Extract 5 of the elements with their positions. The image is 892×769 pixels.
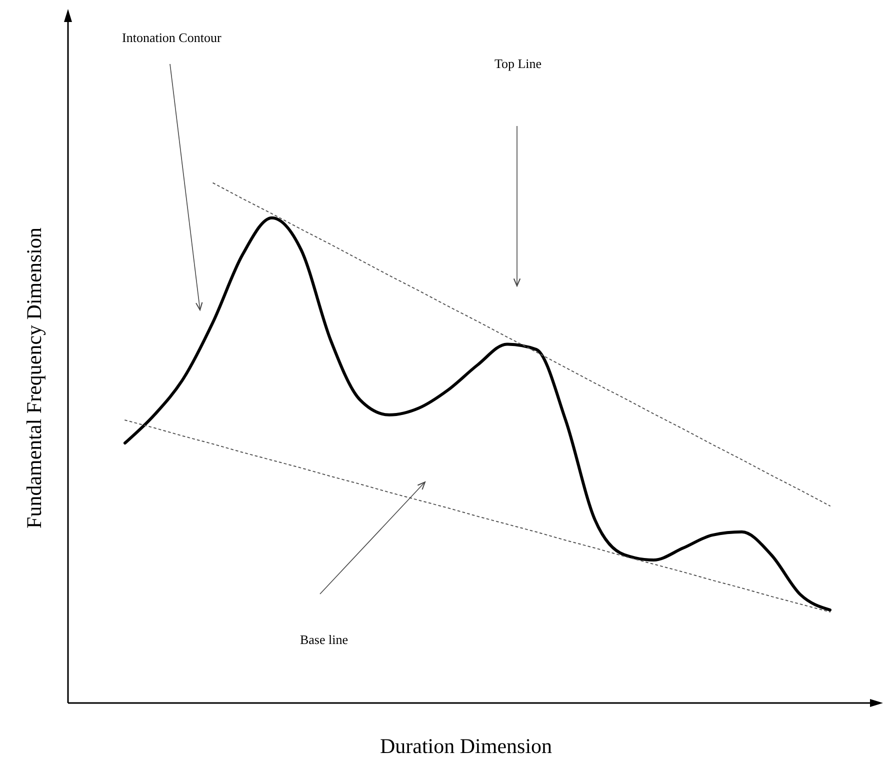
text: Intonation Contour [122,30,222,45]
text: Top Line [494,56,542,71]
annotation: Base line [300,632,348,647]
y-axis-title: Fundamental Frequency Dimension [22,227,46,528]
x-axis-title: Duration Dimension [380,734,553,758]
